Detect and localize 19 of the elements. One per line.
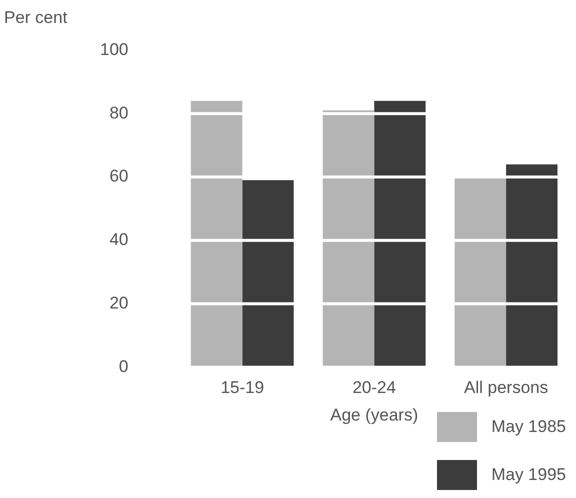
legend-label: May 1995 [491, 465, 566, 485]
bar [322, 110, 374, 368]
bar [374, 100, 426, 368]
bar [190, 100, 242, 368]
x-axis-title: Age (years) [330, 405, 418, 424]
y-tick-label: 60 [109, 166, 128, 186]
y-tick-label: 0 [118, 356, 128, 376]
x-tick-label: All persons [464, 378, 548, 398]
bar [454, 177, 506, 368]
y-tick-label: 80 [109, 103, 128, 122]
x-tick-label: 20-24 [352, 378, 396, 398]
bar [242, 180, 294, 368]
legend-label: May 1985 [491, 417, 566, 437]
y-axis-title: Per cent [4, 8, 68, 28]
y-tick-label: 100 [100, 40, 128, 59]
x-tick-label: 15-19 [220, 378, 264, 398]
y-tick-label: 40 [109, 230, 128, 250]
y-tick-label: 20 [109, 293, 128, 312]
bar [506, 164, 558, 368]
